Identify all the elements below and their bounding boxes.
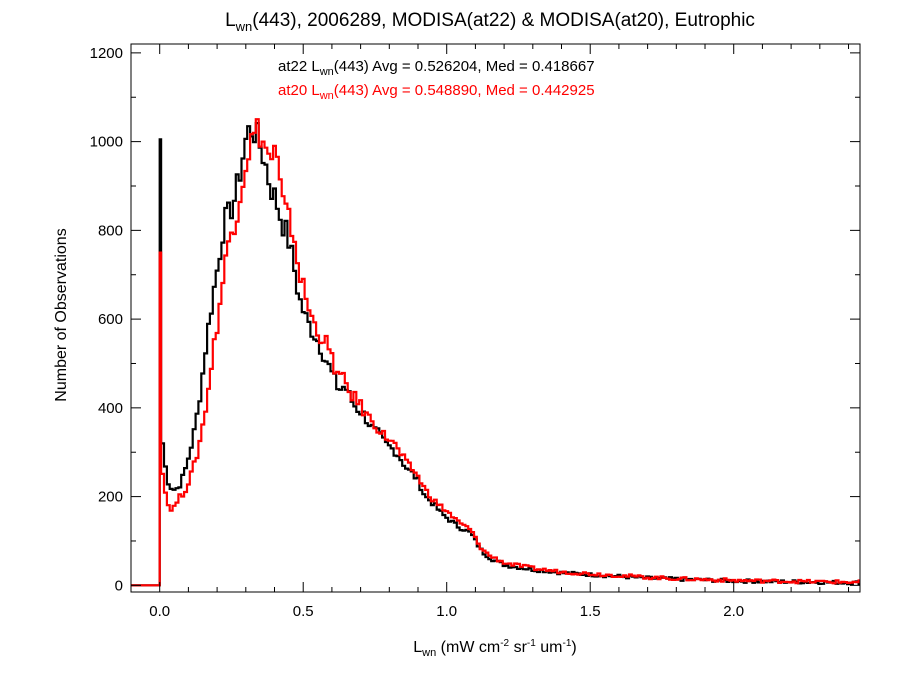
legend-entry-at22: at22 Lwn(443) Avg = 0.526204, Med = 0.41… [278,58,595,78]
x-tick-label: 1.0 [436,603,457,620]
y-tick-label: 200 [98,489,123,506]
x-tick-label: 0.0 [149,603,170,620]
y-axis: 0 200 400 600 800 1000 1200 [90,45,860,594]
plot-area [131,118,860,587]
y-axis-label: Number of Observations [53,228,70,401]
x-tick-label: 2.0 [723,603,744,620]
legend-entry-at20: at20 Lwn(443) Avg = 0.548890, Med = 0.44… [278,82,595,102]
y-tick-label: 1000 [90,134,123,151]
series-line-at20 [131,118,860,587]
chart-title: Lwn(443), 2006289, MODISA(at22) & MODISA… [225,10,755,34]
y-tick-label: 0 [115,577,123,594]
x-axis: 0.0 0.5 1.0 1.5 2.0 [130,44,850,620]
x-tick-label: 1.5 [580,603,601,620]
series-line-at22 [131,122,860,587]
plot-frame [130,43,861,593]
legend: at22 Lwn(443) Avg = 0.526204, Med = 0.41… [278,58,595,102]
y-tick-label: 800 [98,222,123,239]
y-tick-label: 1200 [90,45,123,62]
y-tick-label: 600 [98,311,123,328]
x-axis-label: Lwn (mW cm-2 sr-1 um-1) [413,638,576,659]
y-tick-label: 400 [98,400,123,417]
x-tick-label: 0.5 [293,603,314,620]
